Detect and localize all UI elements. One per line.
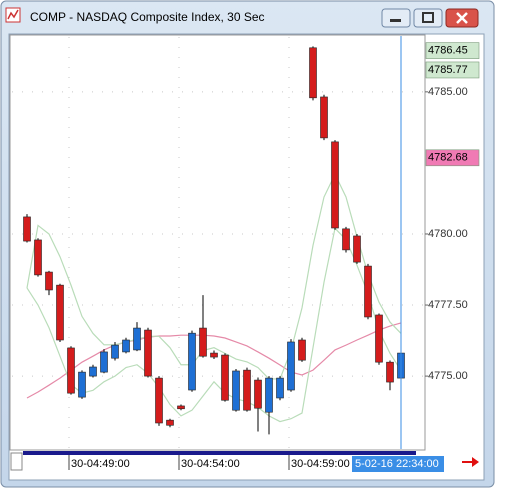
- candle-body: [276, 377, 284, 399]
- candle-body: [100, 351, 108, 373]
- cursor-label-bg: [352, 456, 444, 472]
- candle-body: [342, 228, 350, 251]
- candle-body: [188, 332, 196, 391]
- candle-body: [364, 265, 372, 318]
- price-label: 4785.77: [428, 64, 468, 76]
- candle-body: [243, 369, 251, 411]
- candle-body: [353, 235, 361, 263]
- candle-body: [375, 314, 383, 363]
- y-tick-label: 4775.00: [428, 370, 468, 382]
- candle-body: [320, 96, 328, 139]
- maximize-glyph: [422, 12, 434, 23]
- candle-body: [23, 216, 31, 242]
- x-tick-label: 30-04:49:00: [71, 458, 130, 470]
- price-label-bg: [425, 42, 480, 59]
- candle-body: [155, 377, 163, 424]
- candle-body: [89, 366, 97, 377]
- candle-body: [254, 379, 262, 409]
- candle-body: [331, 141, 339, 229]
- window-title: COMP - NASDAQ Composite Index, 30 Sec: [30, 10, 265, 24]
- minimize-glyph: [390, 19, 401, 22]
- y-tick-label: 4777.50: [428, 299, 468, 311]
- candle-body: [199, 327, 207, 357]
- candle-body: [309, 47, 317, 99]
- candle-body: [111, 344, 119, 359]
- candle-body: [34, 239, 42, 276]
- scroll-box[interactable]: [10, 452, 23, 471]
- candle-body: [144, 329, 152, 377]
- y-tick-label: 4785.00: [428, 86, 468, 98]
- candle-body: [298, 339, 306, 361]
- cursor-label: 5-02-16 22:34:00: [355, 458, 439, 470]
- candle-body: [265, 377, 273, 413]
- indicator-line: [26, 227, 402, 423]
- minimize-button[interactable]: [381, 8, 411, 28]
- candle-body: [67, 347, 75, 394]
- indicator-line: [26, 322, 402, 399]
- candle-body: [210, 352, 218, 358]
- candle-body: [45, 271, 53, 291]
- candle-body: [177, 405, 185, 410]
- candle-body: [166, 419, 174, 426]
- candle-body: [133, 327, 141, 351]
- candle-body: [78, 371, 86, 398]
- candle-body: [386, 361, 394, 383]
- price-label: 4786.45: [428, 45, 468, 57]
- candle-body: [232, 370, 240, 411]
- candle-body: [221, 354, 229, 401]
- maximize-button[interactable]: [413, 8, 443, 28]
- candle-body: [287, 341, 295, 391]
- x-tick-label: 30-04:59:00: [291, 458, 350, 470]
- app-icon-glyph: [7, 9, 19, 20]
- close-glyph: [456, 12, 468, 24]
- price-label-bg: [425, 149, 480, 167]
- x-tick-label: 30-04:54:00: [181, 458, 240, 470]
- candle-body: [56, 284, 64, 341]
- price-label-bg: [425, 61, 480, 79]
- y-tick-label: 4780.00: [428, 228, 468, 240]
- scroll-right-arrow[interactable]: [462, 457, 479, 467]
- scroll-bar[interactable]: [23, 451, 416, 455]
- candle-body: [122, 339, 130, 353]
- price-label: 4782.68: [428, 152, 468, 164]
